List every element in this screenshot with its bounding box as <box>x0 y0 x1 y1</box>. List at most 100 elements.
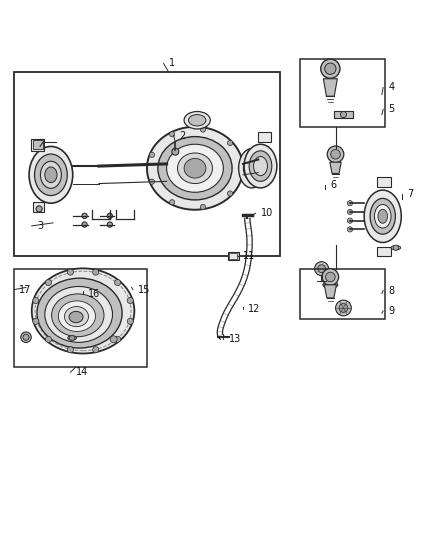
Circle shape <box>93 346 99 353</box>
Circle shape <box>46 279 52 286</box>
Ellipse shape <box>166 144 223 192</box>
Circle shape <box>107 222 113 227</box>
Circle shape <box>67 269 74 275</box>
Circle shape <box>200 204 205 209</box>
Ellipse shape <box>37 278 122 348</box>
Text: 14: 14 <box>76 367 88 377</box>
Circle shape <box>82 213 87 219</box>
Circle shape <box>347 209 353 215</box>
Circle shape <box>347 227 353 232</box>
Text: 2: 2 <box>179 131 185 141</box>
Ellipse shape <box>45 167 57 183</box>
Circle shape <box>115 336 121 342</box>
Circle shape <box>322 269 339 285</box>
Circle shape <box>325 272 335 282</box>
Circle shape <box>314 262 328 276</box>
Ellipse shape <box>323 281 338 288</box>
Circle shape <box>227 191 233 196</box>
Text: 1: 1 <box>169 59 175 68</box>
Circle shape <box>340 111 346 118</box>
Circle shape <box>33 318 39 325</box>
Text: 17: 17 <box>19 285 32 295</box>
Circle shape <box>127 318 133 325</box>
Ellipse shape <box>244 156 260 181</box>
Ellipse shape <box>147 127 243 210</box>
Circle shape <box>46 336 52 342</box>
Ellipse shape <box>378 209 388 223</box>
Ellipse shape <box>370 198 396 234</box>
Circle shape <box>93 269 99 275</box>
Circle shape <box>325 63 336 75</box>
Bar <box>334 111 353 118</box>
Bar <box>258 133 271 142</box>
Ellipse shape <box>244 144 277 188</box>
Text: 7: 7 <box>407 189 413 199</box>
Text: 5: 5 <box>389 104 395 114</box>
Circle shape <box>347 200 353 206</box>
Circle shape <box>67 346 74 353</box>
Bar <box>31 139 44 151</box>
Ellipse shape <box>45 286 113 342</box>
Polygon shape <box>330 162 341 174</box>
Circle shape <box>36 206 42 212</box>
Text: 10: 10 <box>261 208 273 218</box>
Circle shape <box>82 222 87 227</box>
Bar <box>32 140 43 149</box>
Ellipse shape <box>40 161 61 188</box>
Bar <box>230 253 237 259</box>
Circle shape <box>238 166 244 171</box>
Ellipse shape <box>52 294 104 337</box>
Circle shape <box>331 149 340 159</box>
Text: 6: 6 <box>330 180 336 190</box>
Circle shape <box>327 146 344 163</box>
Ellipse shape <box>239 149 265 188</box>
Circle shape <box>393 245 399 251</box>
Circle shape <box>149 179 155 184</box>
Ellipse shape <box>184 111 210 129</box>
Circle shape <box>115 279 121 286</box>
Bar <box>300 59 385 127</box>
Circle shape <box>127 297 133 304</box>
Text: 13: 13 <box>229 334 241 344</box>
Ellipse shape <box>364 190 401 243</box>
Ellipse shape <box>177 153 212 183</box>
Bar <box>33 203 44 212</box>
Ellipse shape <box>374 205 391 228</box>
Circle shape <box>70 335 75 341</box>
Ellipse shape <box>158 136 232 200</box>
Text: 11: 11 <box>244 251 256 261</box>
Circle shape <box>172 148 179 155</box>
Circle shape <box>110 336 117 343</box>
Ellipse shape <box>58 301 95 332</box>
Circle shape <box>336 300 351 316</box>
Text: 12: 12 <box>248 304 260 314</box>
Circle shape <box>149 152 155 157</box>
Text: 4: 4 <box>389 83 395 93</box>
Bar <box>300 269 385 319</box>
Bar <box>14 72 280 256</box>
Circle shape <box>339 304 348 312</box>
Bar <box>14 269 147 367</box>
Circle shape <box>170 200 175 205</box>
Circle shape <box>318 265 325 272</box>
Text: 8: 8 <box>389 286 395 295</box>
Ellipse shape <box>64 306 88 327</box>
Bar <box>378 247 391 256</box>
Ellipse shape <box>254 157 268 176</box>
Circle shape <box>347 218 353 223</box>
Ellipse shape <box>32 268 134 353</box>
Circle shape <box>21 332 31 343</box>
Circle shape <box>227 140 233 146</box>
Ellipse shape <box>391 246 401 250</box>
Ellipse shape <box>29 147 73 203</box>
Circle shape <box>321 59 340 78</box>
Text: 3: 3 <box>37 221 43 231</box>
Ellipse shape <box>68 336 77 340</box>
Text: 9: 9 <box>389 306 395 316</box>
Ellipse shape <box>184 158 206 178</box>
Bar <box>228 252 239 261</box>
Polygon shape <box>323 79 337 96</box>
Ellipse shape <box>188 115 206 126</box>
Text: 15: 15 <box>138 285 151 295</box>
Text: 16: 16 <box>88 288 100 298</box>
